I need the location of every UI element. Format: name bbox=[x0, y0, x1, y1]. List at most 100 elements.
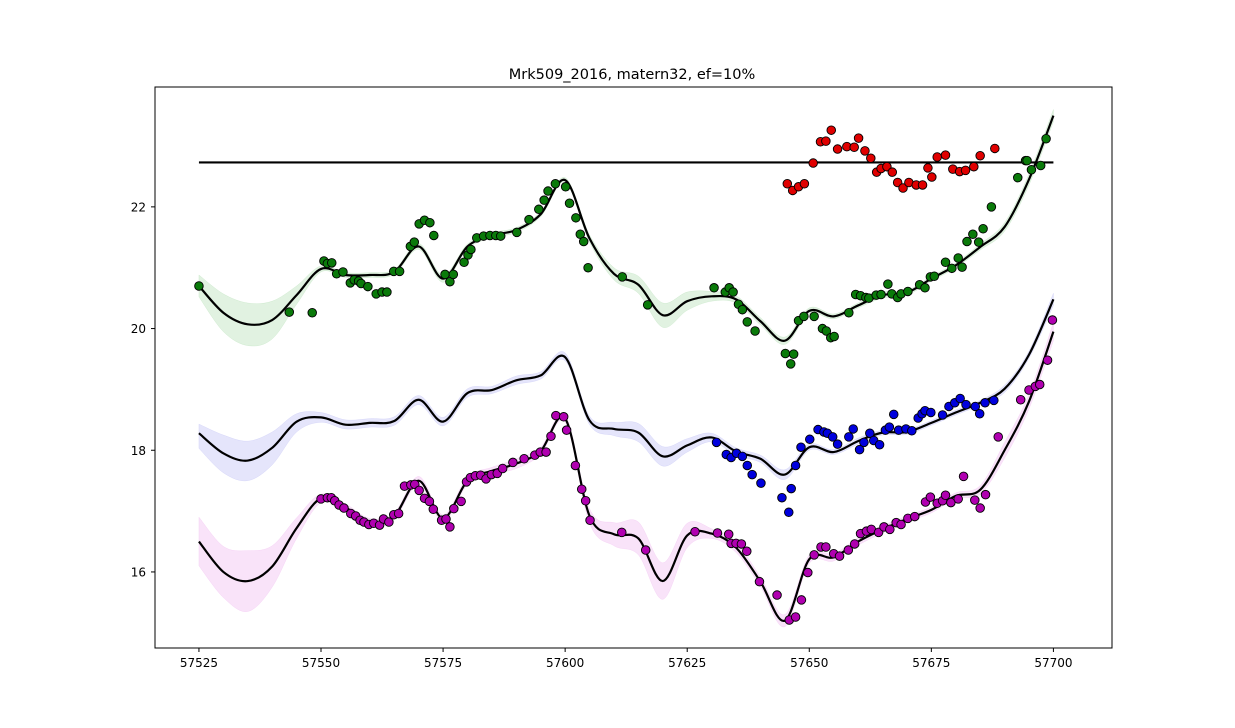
data-point-s2-88 bbox=[968, 229, 978, 239]
data-point-s6-65 bbox=[809, 550, 819, 560]
data-point-s6-38 bbox=[519, 454, 529, 464]
data-point-s2-52 bbox=[728, 287, 738, 297]
data-point-s2-46 bbox=[583, 262, 593, 273]
data-point-s2-5 bbox=[327, 258, 337, 268]
data-point-s0-19 bbox=[898, 183, 908, 193]
data-point-s4-19 bbox=[844, 432, 854, 442]
data-point-s4-5 bbox=[742, 460, 753, 471]
data-point-s6-81 bbox=[909, 511, 920, 522]
data-point-s2-26 bbox=[448, 269, 459, 280]
data-point-s2-43 bbox=[571, 213, 581, 223]
data-point-s2-54 bbox=[737, 304, 748, 315]
data-point-s6-86 bbox=[940, 490, 951, 501]
data-point-s6-16 bbox=[393, 508, 404, 519]
data-point-s4-18 bbox=[832, 439, 843, 449]
data-point-s6-47 bbox=[576, 484, 587, 494]
data-point-s4-40 bbox=[961, 399, 971, 410]
data-point-s6-57 bbox=[736, 539, 747, 549]
data-point-s2-89 bbox=[973, 237, 984, 247]
data-point-s6-46 bbox=[570, 460, 581, 471]
data-point-s4-39 bbox=[955, 393, 965, 404]
data-point-s6-48 bbox=[580, 496, 591, 506]
chart-title: Mrk509_2016, matern32, ef=10% bbox=[509, 67, 756, 83]
data-point-s2-87 bbox=[962, 236, 972, 247]
data-point-s2-38 bbox=[539, 195, 549, 205]
data-point-s6-37 bbox=[508, 457, 518, 468]
data-point-s2-96 bbox=[1035, 160, 1046, 171]
data-point-s6-67 bbox=[821, 542, 831, 552]
x-axis: 57525 57550 57575 57600 57625 57650 57675 57700 bbox=[180, 648, 1073, 670]
x-tick-label-1: 57550 bbox=[302, 656, 340, 670]
data-point-s2-78 bbox=[903, 286, 913, 297]
data-point-s4-36 bbox=[937, 410, 948, 420]
data-point-s4-22 bbox=[859, 437, 869, 448]
data-point-s2-12 bbox=[363, 281, 373, 292]
data-point-s2-66 bbox=[829, 331, 839, 342]
data-point-s2-23 bbox=[429, 230, 439, 241]
data-point-s6-88 bbox=[953, 494, 963, 504]
data-point-s4-25 bbox=[874, 440, 885, 450]
data-point-s0-30 bbox=[969, 161, 979, 172]
data-point-s4-6 bbox=[747, 469, 757, 480]
data-point-s0-17 bbox=[887, 167, 898, 177]
data-point-s2-7 bbox=[338, 267, 348, 277]
data-point-s6-52 bbox=[690, 527, 700, 537]
data-point-s6-89 bbox=[958, 471, 969, 482]
data-point-s4-41 bbox=[970, 401, 981, 412]
y-tick-label-2: 20 bbox=[131, 322, 146, 336]
data-point-s6-26 bbox=[445, 522, 455, 532]
data-point-s2-97 bbox=[1041, 133, 1051, 144]
data-point-s2-48 bbox=[642, 300, 653, 310]
data-point-s6-25 bbox=[441, 514, 451, 524]
data-point-s2-86 bbox=[957, 262, 967, 272]
model-band-5 bbox=[198, 293, 1054, 482]
y-tick-label-3: 22 bbox=[131, 200, 146, 214]
data-point-s6-28 bbox=[456, 496, 466, 507]
data-point-s6-62 bbox=[790, 612, 801, 622]
data-point-s0-22 bbox=[917, 180, 928, 190]
data-point-s2-85 bbox=[953, 253, 963, 263]
data-point-s2-19 bbox=[409, 237, 420, 247]
data-point-s6-42 bbox=[546, 431, 556, 442]
data-point-s0-29 bbox=[960, 165, 971, 176]
data-point-s2-91 bbox=[986, 202, 997, 212]
data-point-s4-42 bbox=[974, 408, 985, 419]
data-point-s6-51 bbox=[640, 545, 651, 555]
data-point-s4-31 bbox=[907, 426, 917, 436]
data-point-s2-82 bbox=[929, 271, 940, 281]
plot-frame bbox=[154, 86, 1113, 649]
data-point-s4-28 bbox=[889, 409, 899, 420]
data-point-s2-67 bbox=[844, 307, 854, 318]
data-point-s0-12 bbox=[860, 146, 870, 156]
data-point-s2-55 bbox=[742, 317, 753, 327]
data-point-s2-29 bbox=[466, 244, 476, 255]
data-point-s2-47 bbox=[617, 272, 628, 282]
data-point-s4-27 bbox=[884, 422, 895, 432]
data-point-s6-94 bbox=[1015, 395, 1026, 405]
data-point-s6-64 bbox=[803, 567, 813, 578]
data-point-s6-97 bbox=[1034, 379, 1045, 390]
data-point-s0-3 bbox=[799, 178, 810, 189]
data-point-s6-50 bbox=[617, 527, 627, 538]
data-point-s2-42 bbox=[564, 198, 575, 208]
data-point-s0-24 bbox=[927, 172, 937, 182]
data-points bbox=[194, 125, 1058, 625]
data-point-s2-37 bbox=[534, 204, 544, 215]
data-point-s2-45 bbox=[578, 236, 589, 247]
data-point-s6-58 bbox=[742, 546, 752, 557]
data-point-s6-93 bbox=[993, 432, 1003, 442]
data-point-s2-61 bbox=[799, 311, 809, 322]
data-point-s6-53 bbox=[712, 528, 723, 538]
data-point-s2-94 bbox=[1022, 155, 1032, 166]
data-point-s6-83 bbox=[925, 492, 936, 502]
data-point-s2-58 bbox=[785, 359, 796, 369]
data-point-s6-36 bbox=[497, 463, 508, 474]
data-point-s2-49 bbox=[709, 283, 719, 293]
data-point-s4-4 bbox=[737, 451, 748, 462]
data-point-s4-9 bbox=[784, 507, 794, 518]
data-point-s0-0 bbox=[782, 178, 793, 189]
data-point-s6-71 bbox=[849, 539, 860, 549]
data-point-s0-8 bbox=[832, 144, 843, 154]
data-point-s2-40 bbox=[550, 178, 561, 189]
